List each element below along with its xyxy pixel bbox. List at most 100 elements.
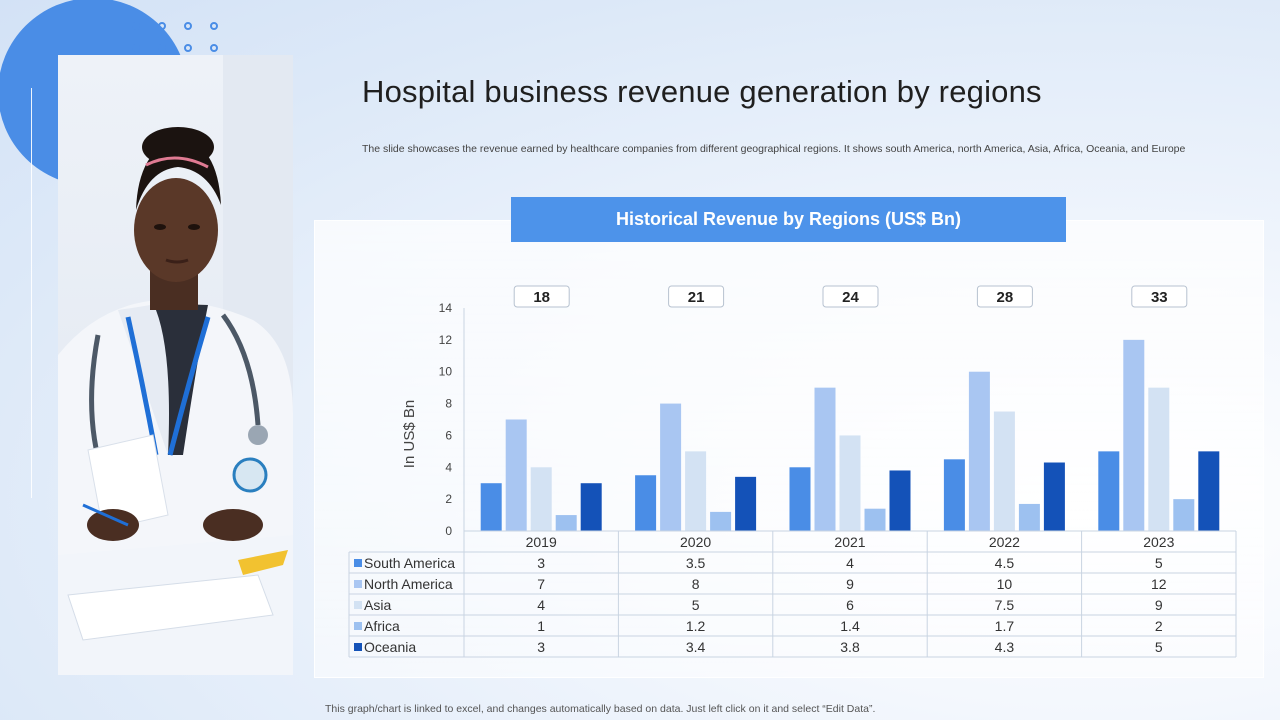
decorative-dot (184, 22, 192, 30)
data-label: 4.5 (995, 555, 1015, 571)
x-tick-label: 2021 (834, 534, 865, 550)
bar[interactable] (839, 435, 861, 531)
total-label-box (668, 285, 725, 308)
data-label: 1.7 (995, 618, 1015, 634)
legend-swatch (354, 622, 362, 630)
data-label: 2 (1155, 618, 1163, 634)
bar[interactable] (1148, 387, 1170, 531)
footer-note: This graph/chart is linked to excel, and… (325, 703, 876, 715)
bar[interactable] (1198, 451, 1220, 531)
data-label: 7 (537, 576, 545, 592)
data-label: 4 (537, 597, 545, 613)
total-label: 18 (533, 289, 550, 306)
data-label: 3 (537, 639, 545, 655)
total-label: 24 (842, 289, 859, 306)
data-label: 9 (1155, 597, 1163, 613)
y-tick-label: 12 (439, 333, 453, 347)
data-label: 3.8 (840, 639, 860, 655)
data-label: 1 (537, 618, 545, 634)
total-label: 21 (688, 289, 705, 306)
bar[interactable] (789, 467, 811, 531)
y-tick-label: 14 (439, 301, 453, 315)
legend-swatch (354, 580, 362, 588)
x-tick-label: 2020 (680, 534, 711, 550)
decorative-dot (184, 44, 192, 52)
data-label: 6 (846, 597, 854, 613)
bar[interactable] (943, 459, 965, 531)
bar[interactable] (1098, 451, 1120, 531)
total-label: 28 (997, 289, 1014, 306)
bar[interactable] (480, 483, 502, 531)
legend-swatch (354, 601, 362, 609)
bar[interactable] (530, 467, 552, 531)
bar[interactable] (580, 483, 602, 531)
data-label: 12 (1151, 576, 1167, 592)
bar[interactable] (635, 475, 657, 531)
page-title: Hospital business revenue generation by … (362, 74, 1042, 109)
doctor-illustration (58, 55, 293, 675)
slide-description: The slide showcases the revenue earned b… (362, 143, 1186, 155)
y-tick-label: 10 (439, 365, 453, 379)
bar[interactable] (1043, 462, 1065, 531)
bar[interactable] (864, 508, 886, 531)
legend-swatch (354, 643, 362, 651)
legend-swatch (354, 559, 362, 567)
decorative-line (31, 88, 32, 498)
legend-label: Asia (364, 597, 391, 613)
data-label: 1.2 (686, 618, 706, 634)
y-tick-label: 8 (445, 397, 452, 411)
bar[interactable] (660, 403, 682, 531)
legend-label: North America (364, 576, 453, 592)
decorative-dot (158, 44, 166, 52)
decorative-dot (210, 22, 218, 30)
data-label: 4 (846, 555, 854, 571)
x-tick-label: 2022 (989, 534, 1020, 550)
total-label: 33 (1151, 289, 1168, 306)
bar[interactable] (889, 470, 911, 531)
decorative-dot (210, 44, 218, 52)
total-label-box (822, 285, 879, 308)
total-label-box (976, 285, 1033, 308)
decorative-dot (158, 22, 166, 30)
data-label: 3.4 (686, 639, 706, 655)
bar[interactable] (1123, 339, 1145, 531)
chart-card (314, 220, 1264, 678)
legend-label: South America (364, 555, 455, 571)
x-tick-label: 2023 (1143, 534, 1174, 550)
data-label: 7.5 (995, 597, 1015, 613)
y-axis-label: In US$ Bn (401, 400, 418, 468)
total-label-box (513, 285, 570, 308)
bar[interactable] (1173, 499, 1195, 531)
data-label: 9 (846, 576, 854, 592)
bar[interactable] (814, 387, 836, 531)
bar[interactable] (685, 451, 707, 531)
bar[interactable] (710, 511, 732, 531)
chart-title: Historical Revenue by Regions (US$ Bn) (511, 197, 1066, 242)
y-tick-label: 2 (445, 492, 452, 506)
bar[interactable] (555, 515, 577, 531)
data-label: 1.4 (840, 618, 860, 634)
bar[interactable] (735, 476, 757, 531)
y-tick-label: 6 (445, 428, 452, 442)
data-label: 8 (692, 576, 700, 592)
y-tick-label: 0 (445, 524, 452, 538)
bar[interactable] (993, 411, 1015, 531)
bar[interactable] (505, 419, 527, 532)
data-label: 5 (1155, 555, 1163, 571)
total-label-box (1131, 285, 1188, 308)
data-label: 3 (537, 555, 545, 571)
bar[interactable] (968, 371, 990, 531)
doctor-photo (58, 55, 293, 675)
data-label: 4.3 (995, 639, 1015, 655)
legend-label: Africa (364, 618, 400, 634)
bar[interactable] (1018, 503, 1040, 531)
decorative-dot (132, 22, 140, 30)
y-tick-label: 4 (445, 460, 452, 474)
legend-label: Oceania (364, 639, 416, 655)
data-label: 10 (997, 576, 1013, 592)
data-label: 3.5 (686, 555, 706, 571)
x-tick-label: 2019 (526, 534, 557, 550)
data-label: 5 (1155, 639, 1163, 655)
decorative-dot (132, 44, 140, 52)
